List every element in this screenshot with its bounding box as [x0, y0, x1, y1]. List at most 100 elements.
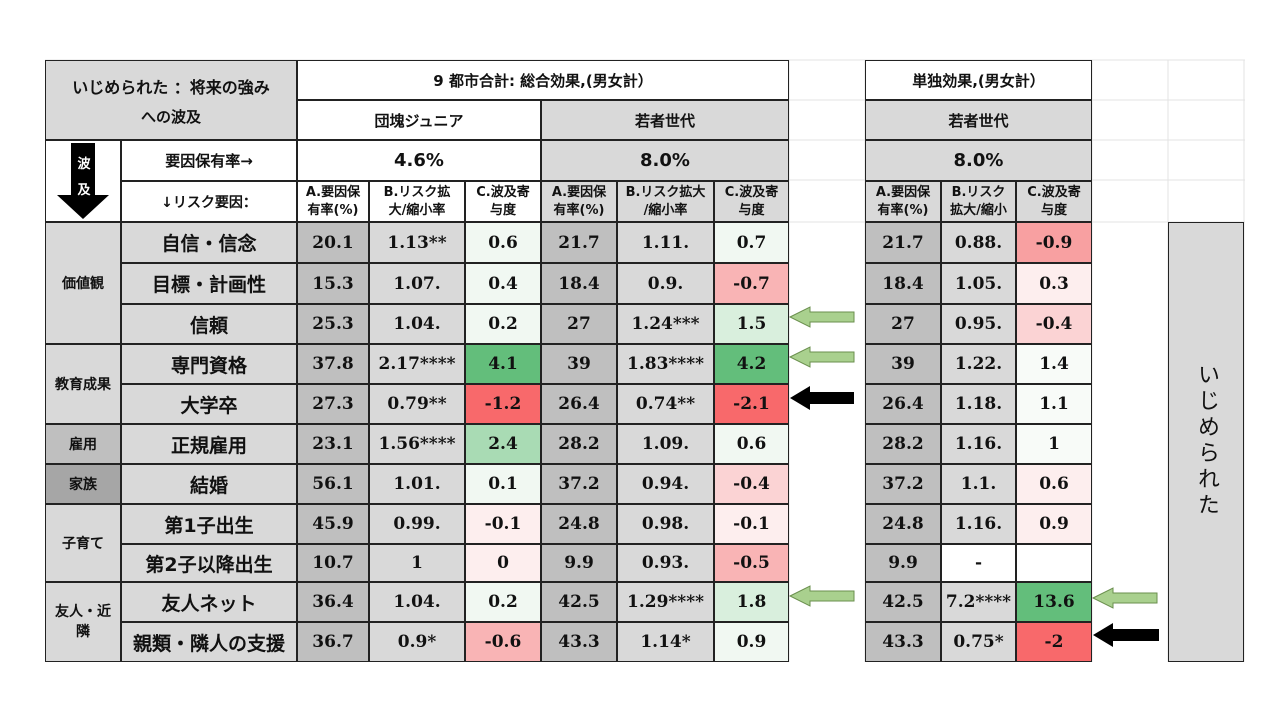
dankai-b-cell: 0.79**: [369, 384, 465, 424]
dankai-c-cell: 0.2: [465, 582, 541, 622]
dankai-c-cell: -0.1: [465, 504, 541, 544]
young-c-cell: -0.5: [714, 544, 789, 582]
single-a-cell: 9.9: [865, 544, 941, 582]
factor-label: 大学卒: [121, 384, 297, 424]
dankai-b-cell: 0.9*: [369, 622, 465, 662]
single-a-cell: 21.7: [865, 222, 941, 263]
single-b-cell: 1.1.: [941, 464, 1016, 504]
col-header-c-single: C.波及寄 与度: [1016, 181, 1092, 222]
rate-young-single: 8.0%: [865, 140, 1092, 181]
generation-header-young-total: 若者世代: [541, 100, 789, 140]
single-a-cell: 42.5: [865, 582, 941, 622]
col-header-text: C.波及寄: [476, 184, 530, 200]
black-arrow-icon: [790, 386, 854, 410]
single-c-cell: -2: [1016, 622, 1092, 662]
risk-factor-label: ↓リスク要因：: [121, 181, 297, 222]
table-title-sub: への波及: [140, 107, 201, 126]
col-header-text: 与度: [489, 202, 516, 218]
green-arrow-icon: [788, 306, 855, 328]
dankai-a-cell: 36.4: [297, 582, 369, 622]
single-b-cell: 1.18.: [941, 384, 1016, 424]
category-childrearing: 子育て: [45, 504, 121, 582]
single-c-cell: 0.9: [1016, 504, 1092, 544]
category-family: 家族: [45, 464, 121, 504]
young-a-cell: 27: [541, 304, 617, 344]
single-a-cell: 24.8: [865, 504, 941, 544]
dankai-a-cell: 36.7: [297, 622, 369, 662]
young-a-cell: 43.3: [541, 622, 617, 662]
dankai-b-cell: 1.04.: [369, 582, 465, 622]
category-friends-neighbors: 友人・近隣: [45, 582, 121, 662]
col-header-text: B.リスク拡大: [625, 184, 706, 200]
col-header-text: 有率(%): [307, 202, 359, 218]
young-b-cell: 1.29****: [617, 582, 714, 622]
factor-label: 信頼: [121, 304, 297, 344]
young-c-cell: 0.9: [714, 622, 789, 662]
factor-label: 目標・計画性: [121, 263, 297, 304]
single-a-cell: 28.2: [865, 424, 941, 464]
dankai-c-cell: -0.6: [465, 622, 541, 662]
col-header-c-dankai: C.波及寄与度: [465, 181, 541, 222]
factor-label: 第2子以降出生: [121, 544, 297, 582]
dankai-b-cell: 2.17****: [369, 344, 465, 384]
single-c-cell: 0.6: [1016, 464, 1092, 504]
dankai-c-cell: -1.2: [465, 384, 541, 424]
young-b-cell: 0.74**: [617, 384, 714, 424]
col-header-text: A.要因保: [305, 184, 361, 200]
col-header-text: B.リスク: [951, 184, 1006, 200]
generation-header-young-single: 若者世代: [865, 100, 1092, 140]
factor-label: 友人ネット: [121, 582, 297, 622]
arrow-label-2: 及: [77, 183, 91, 198]
green-arrow-icon: [1091, 587, 1158, 609]
col-header-text: C.波及寄: [724, 184, 779, 200]
dankai-c-cell: 0: [465, 544, 541, 582]
rate-young-total: 8.0%: [541, 140, 789, 181]
category-education: 教育成果: [45, 344, 121, 424]
young-c-cell: 1.5: [714, 304, 789, 344]
single-c-cell: -0.4: [1016, 304, 1092, 344]
dankai-a-cell: 37.8: [297, 344, 369, 384]
young-c-cell: 1.8: [714, 582, 789, 622]
col-header-text: 大/縮小率: [388, 202, 446, 218]
single-c-cell: -0.9: [1016, 222, 1092, 263]
single-b-cell: 7.2****: [941, 582, 1016, 622]
col-header-a-young: A.要因保 有率(%): [541, 181, 617, 222]
dankai-b-cell: 1.07.: [369, 263, 465, 304]
dankai-a-cell: 10.7: [297, 544, 369, 582]
dankai-c-cell: 2.4: [465, 424, 541, 464]
dankai-c-cell: 0.2: [465, 304, 541, 344]
col-header-a-single: A.要因保 有率(%): [865, 181, 941, 222]
col-header-text: A.要因保: [875, 184, 931, 200]
factor-label: 第1子出生: [121, 504, 297, 544]
dankai-b-cell: 1.01.: [369, 464, 465, 504]
young-a-cell: 37.2: [541, 464, 617, 504]
single-b-cell: 1.16.: [941, 424, 1016, 464]
category-employment: 雇用: [45, 424, 121, 464]
dankai-b-cell: 0.99.: [369, 504, 465, 544]
group-header-single: 単独効果,(男女計）: [865, 60, 1092, 100]
down-arrow-icon: [57, 143, 109, 219]
spread-arrow-cell: 波 及: [45, 140, 121, 222]
single-b-cell: 1.05.: [941, 263, 1016, 304]
single-c-cell: 13.6: [1016, 582, 1092, 622]
young-b-cell: 1.24***: [617, 304, 714, 344]
dankai-a-cell: 45.9: [297, 504, 369, 544]
single-c-cell: 1.1: [1016, 384, 1092, 424]
young-b-cell: 1.09.: [617, 424, 714, 464]
factor-rate-label: 要因保有率→: [121, 140, 297, 181]
dankai-b-cell: 1: [369, 544, 465, 582]
dankai-a-cell: 27.3: [297, 384, 369, 424]
col-header-a-dankai: A.要因保有率(%): [297, 181, 369, 222]
young-a-cell: 9.9: [541, 544, 617, 582]
dankai-a-cell: 15.3: [297, 263, 369, 304]
young-c-cell: -0.4: [714, 464, 789, 504]
dankai-a-cell: 20.1: [297, 222, 369, 263]
young-b-cell: 0.93.: [617, 544, 714, 582]
col-header-text: C.波及寄: [1027, 184, 1081, 200]
single-a-cell: 43.3: [865, 622, 941, 662]
col-header-text: 有率(%): [553, 202, 605, 218]
young-b-cell: 0.9.: [617, 263, 714, 304]
col-header-b-single: B.リスク 拡大/縮小: [941, 181, 1016, 222]
single-a-cell: 27: [865, 304, 941, 344]
green-arrow-icon: [788, 585, 855, 607]
